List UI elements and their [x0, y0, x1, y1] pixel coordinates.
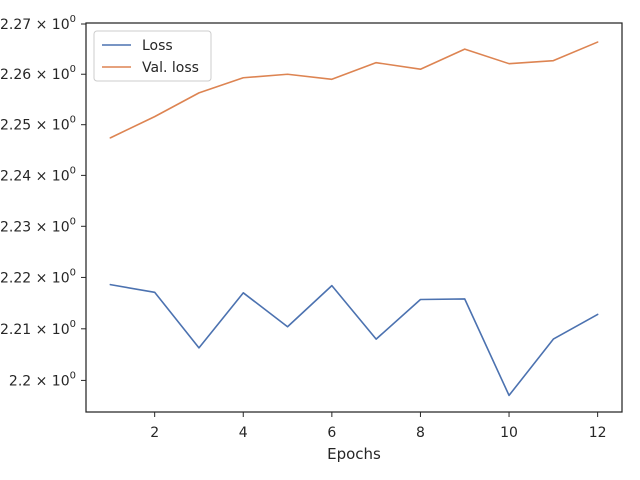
y-axis-ticks: 2.2 × 100 2.21 × 100 2.22 × 100 2.23 × 100 2…: [0, 14, 86, 389]
y-tick-label: 2.21 × 100: [0, 319, 76, 338]
x-tick-label: 4: [239, 425, 248, 441]
y-tick-label: 2.26 × 100: [0, 64, 76, 83]
legend-frame: [93, 30, 212, 82]
x-tick-label: 6: [327, 425, 336, 441]
series-line-loss: [109, 283, 599, 397]
legend: Loss Val. loss: [93, 30, 212, 82]
x-axis-label: Epochs: [327, 445, 381, 463]
legend-label-loss: Loss: [142, 38, 173, 54]
y-tick-label: 2.22 × 100: [0, 267, 76, 286]
x-axis-ticks: 2 4 6 8 10 12: [150, 412, 607, 441]
y-tick-label: 2.23 × 100: [0, 216, 76, 235]
x-tick-label: 12: [589, 425, 607, 441]
legend-label-val-loss: Val. loss: [142, 60, 199, 76]
series-lines: [109, 41, 599, 397]
x-tick-label: 10: [500, 425, 518, 441]
y-tick-label: 2.25 × 100: [0, 115, 76, 134]
y-tick-label: 2.27 × 100: [0, 14, 76, 33]
plot-area: [85, 22, 623, 413]
series-line-val-loss: [109, 41, 599, 139]
y-tick-label: 2.2 × 100: [9, 370, 76, 389]
x-tick-label: 8: [416, 425, 425, 441]
x-tick-label: 2: [150, 425, 159, 441]
y-tick-label: 2.24 × 100: [0, 165, 76, 184]
